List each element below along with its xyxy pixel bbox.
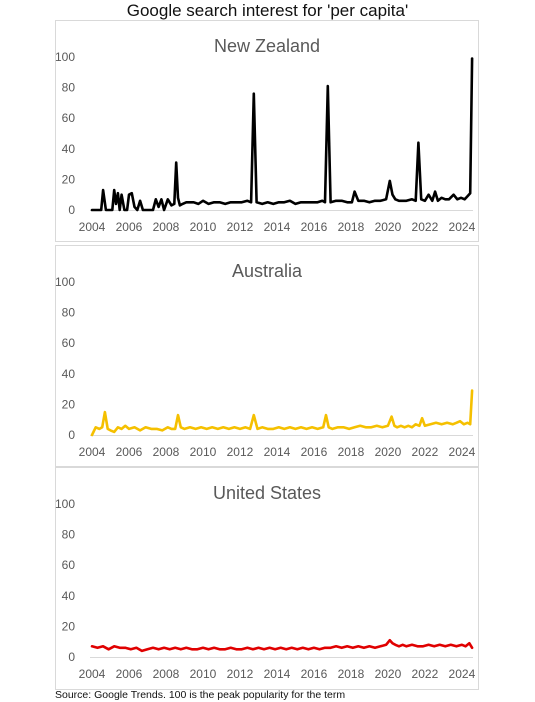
x-tick-label: 2010 [190, 667, 217, 681]
panel-frame [55, 20, 479, 242]
x-tick-label: 2020 [375, 220, 402, 234]
panel-title: New Zealand [214, 36, 320, 56]
y-tick-label: 40 [62, 589, 76, 603]
x-tick-label: 2014 [264, 667, 291, 681]
y-tick-label: 20 [62, 619, 76, 633]
y-tick-label: 60 [62, 558, 76, 572]
y-tick-label: 60 [62, 111, 76, 125]
x-tick-label: 2006 [116, 667, 143, 681]
x-tick-label: 2024 [449, 445, 476, 459]
x-tick-label: 2014 [264, 220, 291, 234]
x-tick-label: 2018 [338, 445, 365, 459]
x-tick-label: 2010 [190, 220, 217, 234]
panel-australia: Australia 0 20 40 60 80 100 2004 2006 2008 2010 201… [55, 245, 479, 467]
panel-frame [55, 467, 479, 690]
x-tick-label: 2018 [338, 220, 365, 234]
series-line-united-states [90, 638, 474, 653]
y-tick-label: 0 [68, 428, 75, 442]
x-tick-label: 2010 [190, 445, 217, 459]
x-tick-label: 2024 [449, 220, 476, 234]
charts-container: New Zealand 0 20 40 60 80 100 2004 2006 2008 2010 2… [55, 20, 479, 690]
series-line-new-zealand [90, 57, 474, 212]
x-tick-label: 2018 [338, 667, 365, 681]
charts-svg: New Zealand 0 20 40 60 80 100 2004 2006 2008 2010 2… [55, 20, 479, 690]
source-note: Source: Google Trends. 100 is the peak p… [55, 689, 346, 701]
x-tick-label: 2020 [375, 445, 402, 459]
x-tick-label: 2014 [264, 445, 291, 459]
y-tick-label: 80 [62, 81, 76, 95]
y-tick-label: 60 [62, 336, 76, 350]
x-tick-label: 2022 [412, 445, 439, 459]
panel-title: United States [213, 483, 321, 503]
x-tick-label: 2004 [79, 220, 106, 234]
series-line-australia [90, 389, 474, 437]
x-tick-label: 2016 [301, 220, 328, 234]
x-tick-label: 2004 [79, 667, 106, 681]
x-tick-label: 2012 [227, 220, 254, 234]
x-tick-label: 2008 [153, 220, 180, 234]
x-tick-label: 2016 [301, 445, 328, 459]
chart-title: Google search interest for 'per capita' [126, 1, 409, 20]
panel-title: Australia [232, 261, 303, 281]
panel-new-zealand: New Zealand 0 20 40 60 80 100 2004 2006 2008 2010 2… [55, 20, 479, 242]
x-tick-label: 2008 [153, 667, 180, 681]
x-tick-label: 2020 [375, 667, 402, 681]
y-tick-label: 80 [62, 528, 76, 542]
y-tick-label: 100 [55, 50, 75, 64]
x-tick-label: 2004 [79, 445, 106, 459]
x-tick-label: 2012 [227, 667, 254, 681]
y-tick-label: 20 [62, 172, 76, 186]
y-tick-label: 100 [55, 497, 75, 511]
y-tick-label: 100 [55, 275, 75, 289]
x-tick-label: 2022 [412, 667, 439, 681]
x-tick-label: 2008 [153, 445, 180, 459]
y-tick-label: 0 [68, 650, 75, 664]
y-tick-label: 20 [62, 397, 76, 411]
x-tick-label: 2006 [116, 220, 143, 234]
y-tick-label: 0 [68, 203, 75, 217]
x-tick-label: 2006 [116, 445, 143, 459]
y-tick-label: 40 [62, 142, 76, 156]
x-tick-label: 2016 [301, 667, 328, 681]
x-tick-label: 2012 [227, 445, 254, 459]
x-tick-label: 2022 [412, 220, 439, 234]
y-tick-label: 40 [62, 367, 76, 381]
y-tick-label: 80 [62, 306, 76, 320]
x-tick-label: 2024 [449, 667, 476, 681]
panel-united-states: United States 0 20 40 60 80 100 2004 2006 2008 201… [55, 467, 479, 690]
